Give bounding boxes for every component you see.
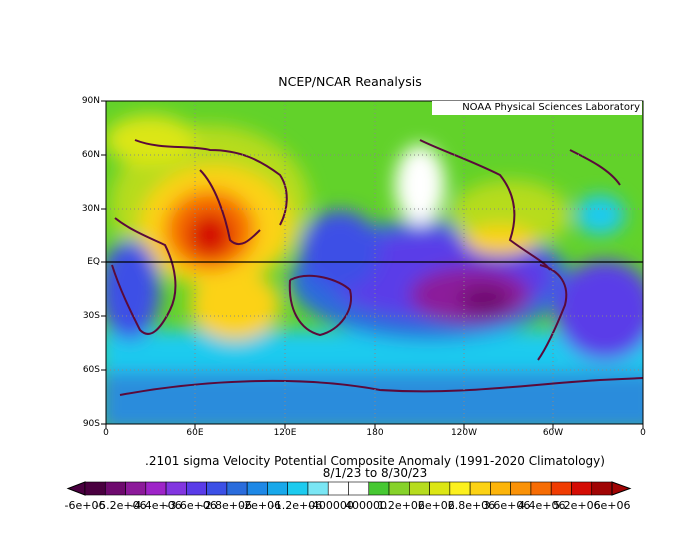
colorbar-swatch — [469, 481, 491, 496]
lon-label-180: 180 — [366, 428, 384, 438]
colorbar-swatch — [449, 481, 471, 496]
reference-grid — [106, 101, 643, 424]
colorbar-tick-label: 5.2e+06 — [553, 499, 601, 512]
colorbar-swatch — [307, 481, 329, 496]
colorbar-tick-label: 2e+06 — [417, 499, 455, 512]
colorbar-swatch — [287, 481, 309, 496]
lat-label-60n: 60N — [81, 150, 100, 160]
colorbar-tick-label: 2.8e+06 — [447, 499, 496, 512]
lon-label-120w: 120W — [450, 428, 478, 438]
colorbar-swatch — [327, 481, 349, 496]
colorbar-arrow-left — [66, 481, 86, 496]
colorbar-tick-label: -2.8e+06 — [200, 499, 252, 512]
axis-ticks — [101, 100, 644, 429]
colorbar-swatch — [186, 481, 207, 496]
lon-label-120e: 120E — [273, 428, 297, 438]
colorbar-tick-label: -3.6e+06 — [165, 499, 217, 512]
colorbar-tick-label: -1.2e+06 — [270, 499, 323, 512]
colorbar-swatch — [530, 481, 552, 496]
colorbar-swatch — [104, 481, 126, 496]
caption-line-1: .2101 sigma Velocity Potential Composite… — [145, 454, 605, 468]
colorbar-swatch — [125, 481, 147, 496]
lon-label-60e: 60E — [186, 428, 204, 438]
lat-label-30s: 30S — [82, 311, 100, 321]
credit-label: NOAA Physical Sciences Laboratory — [432, 101, 642, 115]
caption-line-2: 8/1/23 to 8/30/23 — [322, 466, 428, 480]
colorbar-swatch — [206, 481, 228, 496]
colorbar-tick-label: 1.2e+06 — [377, 499, 425, 512]
colorbar-swatch — [267, 481, 288, 496]
colorbar-swatch — [571, 481, 593, 496]
colorbar-swatch — [510, 481, 532, 496]
colorbar-swatch — [246, 481, 268, 496]
lon-label-60w: 60W — [542, 428, 564, 438]
colorbar-tick-label: 6e+06 — [593, 499, 631, 512]
colorbar-tick-label: -2e+06 — [240, 499, 282, 512]
lon-label-0-end: 0 — [640, 428, 646, 438]
colorbar-tick-label: 4.4e+06 — [517, 499, 566, 512]
colorbar-tick-label: -400000 — [307, 499, 354, 512]
colorbar-swatch — [388, 481, 410, 496]
colorbar-swatch — [84, 481, 106, 496]
colorbar-swatch — [226, 481, 248, 496]
colorbar-swatch — [550, 481, 572, 496]
coastlines — [111, 139, 643, 396]
colorbar-arrow-right — [611, 481, 632, 496]
lat-label-90s: 90S — [82, 419, 100, 429]
colorbar-swatch — [490, 481, 511, 496]
lon-label-0: 0 — [103, 428, 109, 438]
colorbar-swatch — [348, 481, 370, 496]
colorbar-swatch — [165, 481, 187, 496]
chart-title: NCEP/NCAR Reanalysis — [278, 74, 422, 89]
colorbar-tick-label: 3.6e+06 — [482, 499, 531, 512]
lat-label-60s: 60S — [82, 365, 100, 375]
colorbar-swatch — [429, 481, 451, 496]
colorbar-tick-label: -6e+06 — [64, 499, 106, 512]
lat-label-30n: 30N — [81, 204, 100, 214]
colorbar-swatch — [591, 481, 613, 496]
colorbar-tick-label: -5.2e+06 — [95, 499, 147, 512]
lat-label-eq: EQ — [87, 257, 100, 267]
colorbar-swatch — [409, 481, 430, 496]
lat-label-90n: 90N — [81, 96, 100, 106]
colorbar-swatch — [368, 481, 390, 496]
colorbar-tick-label: 400000 — [345, 499, 388, 512]
colorbar-tick-label: -4.4e+06 — [130, 499, 182, 512]
colorbar-swatch — [145, 481, 167, 496]
colorbar — [66, 481, 632, 496]
